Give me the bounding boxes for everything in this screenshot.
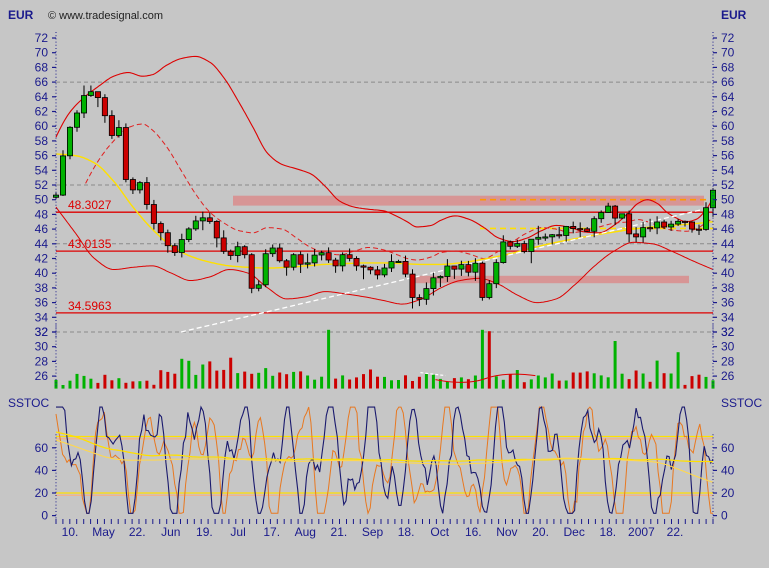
svg-text:56: 56 [35, 149, 49, 163]
svg-text:© www.tradesignal.com: © www.tradesignal.com [48, 10, 163, 22]
svg-text:26: 26 [721, 369, 735, 383]
svg-text:40: 40 [721, 266, 735, 280]
svg-text:48: 48 [35, 207, 49, 221]
svg-text:60: 60 [721, 441, 735, 455]
svg-text:36: 36 [35, 296, 49, 310]
svg-text:62: 62 [721, 105, 735, 119]
svg-text:0: 0 [721, 509, 728, 523]
svg-text:52: 52 [35, 178, 49, 192]
svg-text:SSTOC: SSTOC [721, 396, 762, 410]
svg-text:72: 72 [721, 31, 735, 45]
svg-text:19.: 19. [196, 525, 213, 539]
svg-text:Dec: Dec [564, 525, 585, 539]
svg-text:68: 68 [35, 60, 49, 74]
svg-text:28: 28 [35, 354, 49, 368]
svg-text:72: 72 [35, 31, 49, 45]
svg-text:Aug: Aug [295, 525, 316, 539]
svg-text:62: 62 [35, 105, 49, 119]
svg-text:30: 30 [721, 340, 735, 354]
svg-text:46: 46 [35, 222, 49, 236]
svg-text:Oct: Oct [430, 525, 449, 539]
svg-text:36: 36 [721, 296, 735, 310]
svg-text:58: 58 [721, 134, 735, 148]
svg-text:21.: 21. [331, 525, 348, 539]
svg-text:18.: 18. [599, 525, 616, 539]
svg-text:48.3027: 48.3027 [68, 198, 112, 212]
svg-text:70: 70 [35, 46, 49, 60]
svg-text:50: 50 [35, 193, 49, 207]
svg-text:May: May [92, 525, 115, 539]
svg-text:22.: 22. [667, 525, 684, 539]
svg-text:54: 54 [35, 163, 49, 177]
svg-text:10.: 10. [62, 525, 79, 539]
svg-text:52: 52 [721, 178, 735, 192]
svg-text:Sep: Sep [362, 525, 384, 539]
svg-text:32: 32 [721, 325, 735, 339]
svg-text:17.: 17. [263, 525, 280, 539]
svg-text:40: 40 [35, 463, 49, 477]
svg-text:40: 40 [721, 463, 735, 477]
svg-text:38: 38 [721, 281, 735, 295]
svg-text:EUR: EUR [8, 8, 34, 22]
svg-text:48: 48 [721, 207, 735, 221]
svg-text:58: 58 [35, 134, 49, 148]
svg-text:68: 68 [721, 60, 735, 74]
svg-text:20.: 20. [532, 525, 549, 539]
svg-text:44: 44 [35, 237, 49, 251]
svg-text:20: 20 [721, 486, 735, 500]
svg-text:34: 34 [35, 310, 49, 324]
svg-text:60: 60 [35, 119, 49, 133]
svg-text:60: 60 [35, 441, 49, 455]
svg-text:Jun: Jun [161, 525, 180, 539]
svg-text:20: 20 [35, 486, 49, 500]
svg-text:32: 32 [35, 325, 49, 339]
svg-text:34.5963: 34.5963 [68, 299, 112, 313]
svg-text:16.: 16. [465, 525, 482, 539]
svg-text:EUR: EUR [721, 8, 747, 22]
svg-text:Nov: Nov [496, 525, 517, 539]
svg-text:40: 40 [35, 266, 49, 280]
svg-text:64: 64 [35, 90, 49, 104]
svg-text:60: 60 [721, 119, 735, 133]
svg-text:2007: 2007 [628, 525, 655, 539]
svg-text:43.0135: 43.0135 [68, 237, 112, 251]
svg-text:42: 42 [721, 252, 735, 266]
svg-text:26: 26 [35, 369, 49, 383]
svg-text:50: 50 [721, 193, 735, 207]
svg-text:64: 64 [721, 90, 735, 104]
svg-text:SSTOC: SSTOC [8, 396, 49, 410]
svg-text:70: 70 [721, 46, 735, 60]
svg-text:22.: 22. [129, 525, 146, 539]
svg-text:56: 56 [721, 149, 735, 163]
svg-text:30: 30 [35, 340, 49, 354]
svg-text:28: 28 [721, 354, 735, 368]
svg-text:38: 38 [35, 281, 49, 295]
svg-text:66: 66 [35, 75, 49, 89]
svg-text:34: 34 [721, 310, 735, 324]
svg-text:42: 42 [35, 252, 49, 266]
svg-text:66: 66 [721, 75, 735, 89]
svg-text:54: 54 [721, 163, 735, 177]
svg-text:46: 46 [721, 222, 735, 236]
svg-text:0: 0 [41, 509, 48, 523]
svg-text:44: 44 [721, 237, 735, 251]
svg-text:Jul: Jul [230, 525, 245, 539]
svg-text:18.: 18. [398, 525, 415, 539]
